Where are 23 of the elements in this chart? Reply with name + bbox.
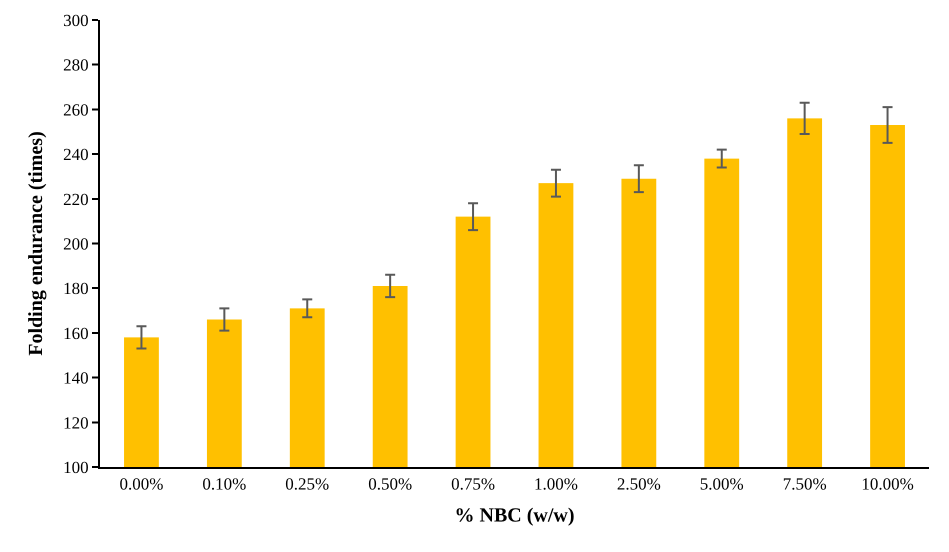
y-tick-label: 220 [63, 190, 89, 209]
x-tick-label: 1.00% [534, 474, 578, 494]
x-tick-label: 0.25% [285, 474, 330, 494]
x-tick-label: 5.00% [700, 474, 744, 494]
x-tick-label: 10.00% [861, 474, 914, 494]
x-tick-label: 2.50% [616, 474, 661, 494]
y-tick-label: 140 [63, 368, 89, 388]
y-tick-label: 120 [63, 413, 89, 432]
y-tick-label: 180 [63, 279, 89, 298]
x-tick-label: 0.75% [451, 474, 496, 494]
y-tick-label: 200 [63, 234, 89, 254]
y-tick-label: 160 [63, 324, 89, 343]
x-tick-label: 7.50% [782, 474, 827, 494]
x-tick-label: 0.00% [119, 474, 164, 494]
x-tick-label: 0.50% [368, 474, 412, 494]
y-tick-label: 280 [63, 56, 89, 75]
y-tick-label: 260 [63, 100, 89, 120]
y-tick-label: 240 [63, 145, 89, 164]
x-axis-title: % NBC (w/w) [454, 504, 574, 526]
y-axis-title: Folding endurance (times) [25, 131, 48, 356]
y-tick-label: 100 [63, 458, 89, 477]
x-tick-label: 0.10% [202, 474, 246, 494]
y-tick-label: 300 [63, 10, 89, 30]
